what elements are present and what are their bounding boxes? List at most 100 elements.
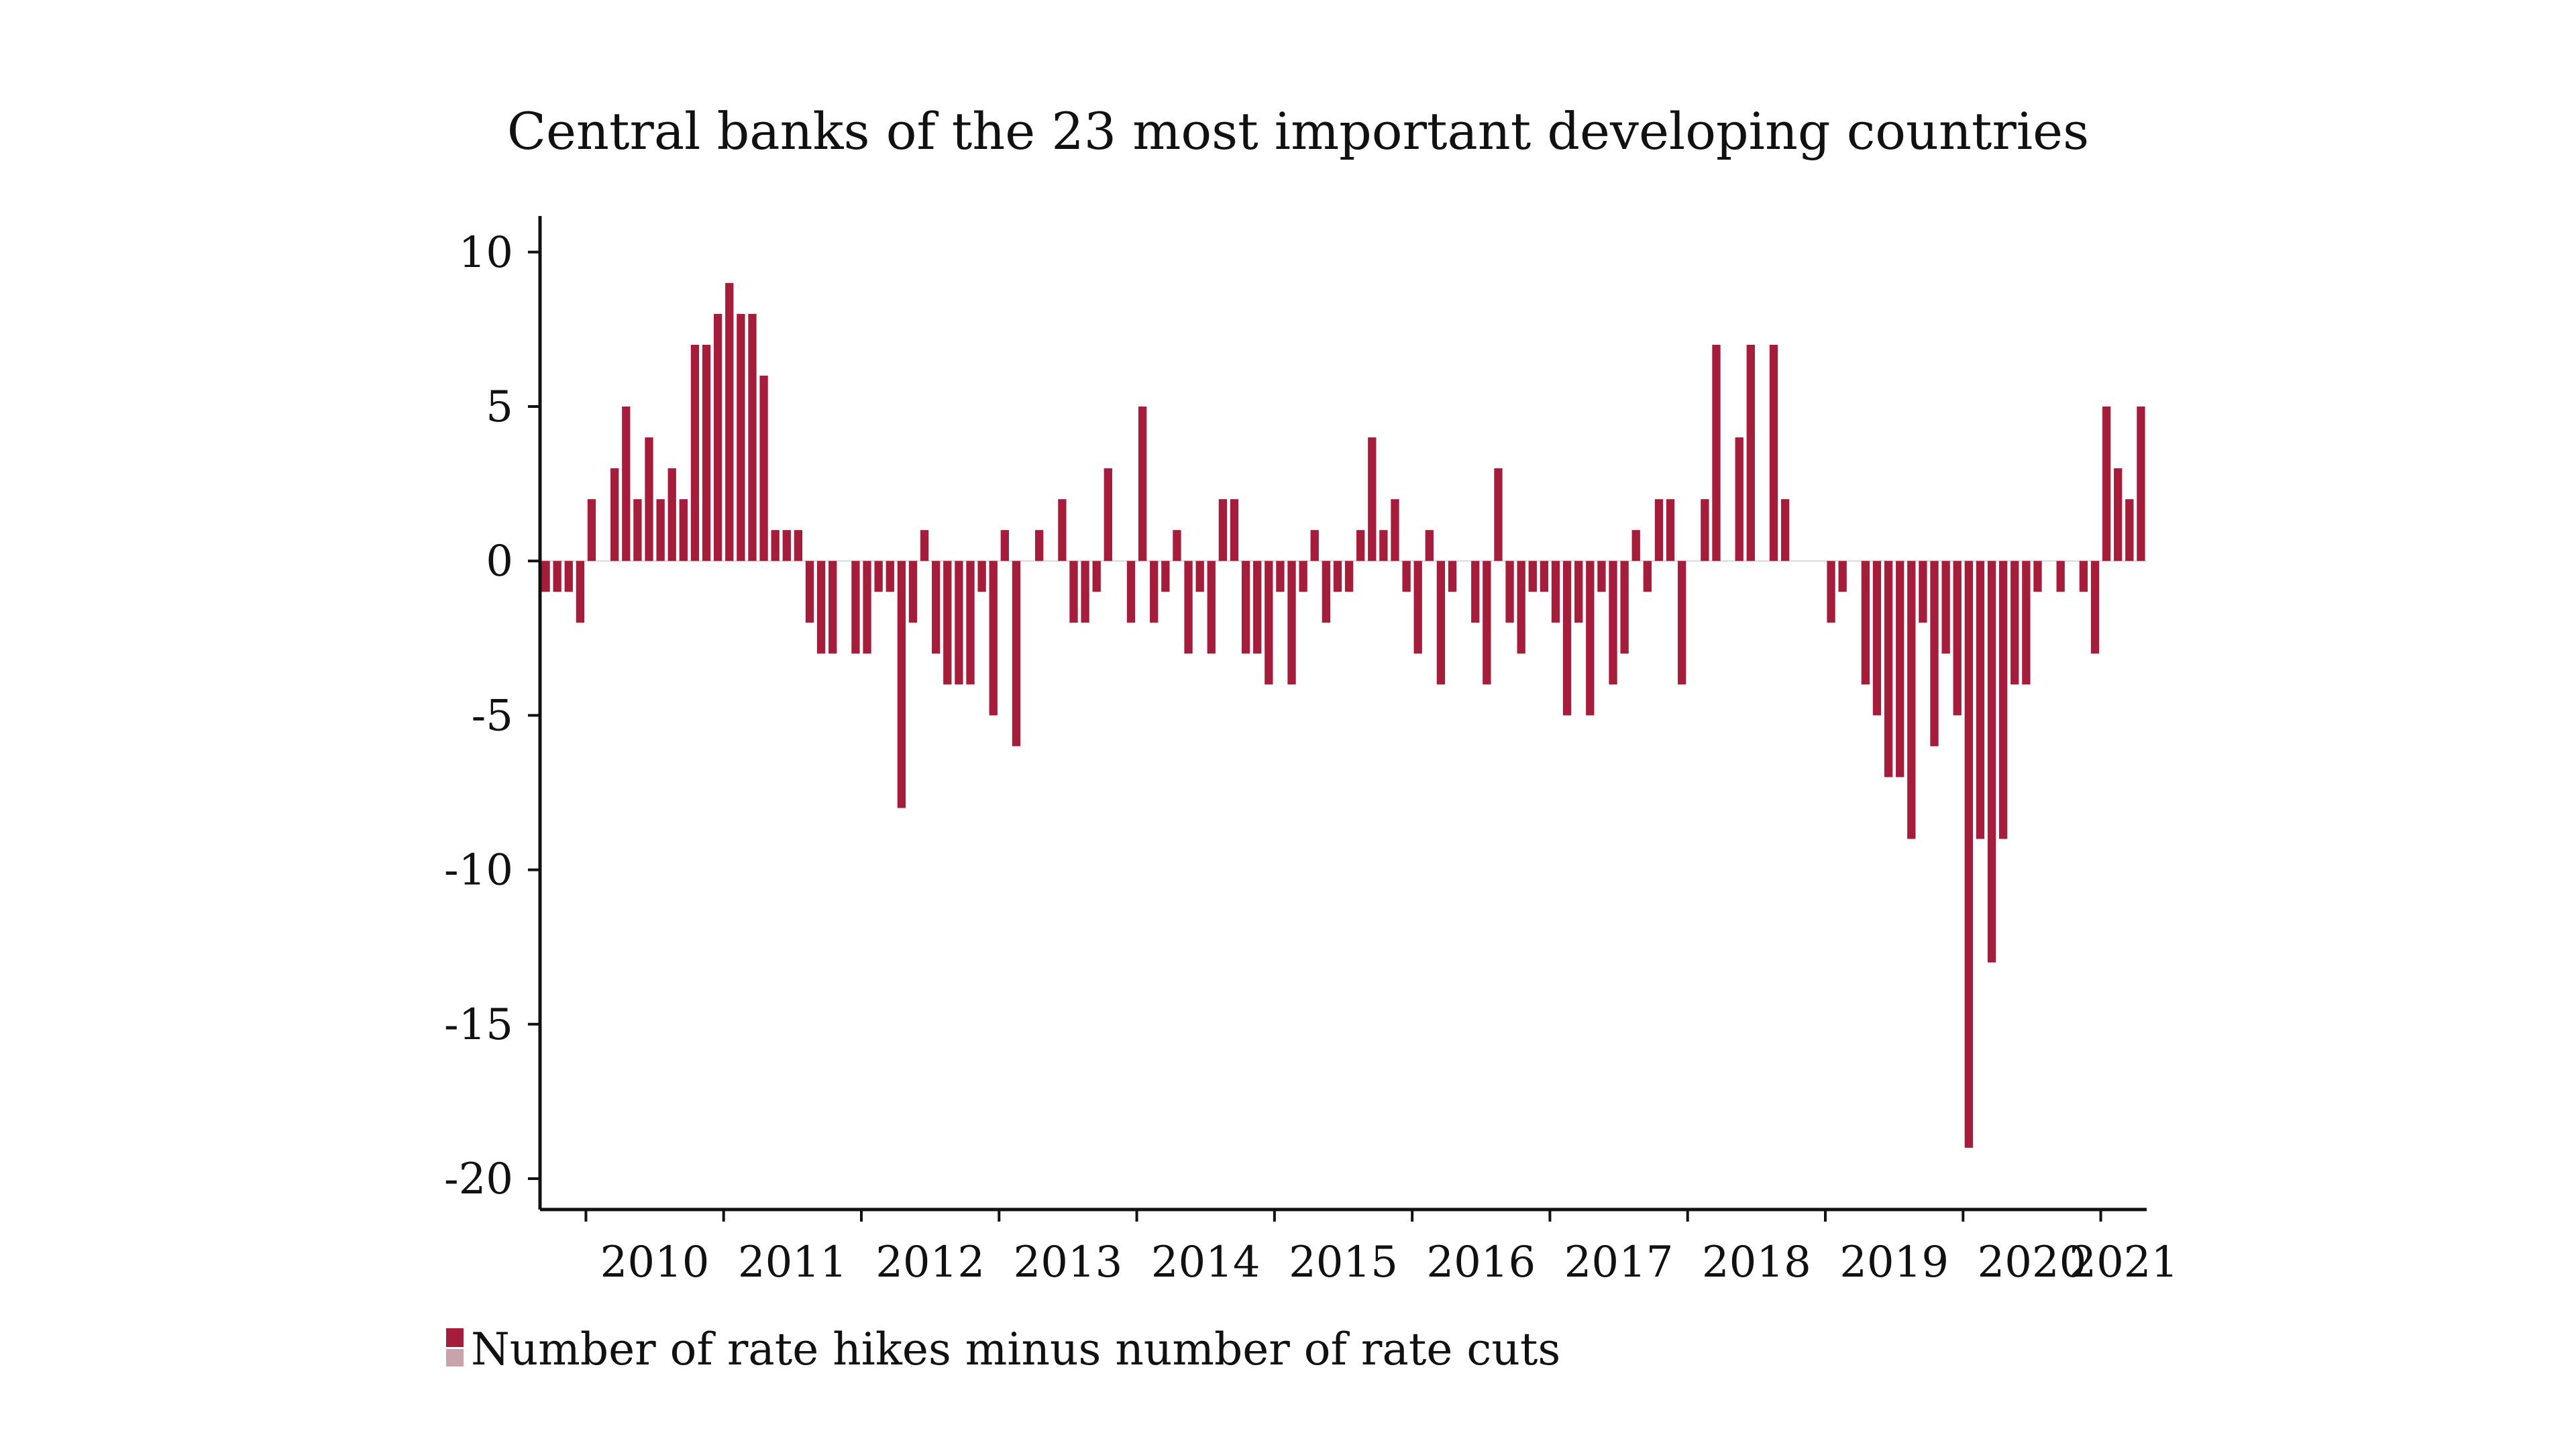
- bar: [656, 499, 665, 561]
- x-tick-label: 2014: [1151, 1238, 1260, 1287]
- bar: [874, 561, 883, 592]
- bar: [633, 499, 642, 561]
- bar: [1678, 561, 1686, 685]
- bar: [1344, 561, 1354, 592]
- bar: [2114, 468, 2123, 561]
- legend: Number of rate hikes minus number of rat…: [446, 1324, 1560, 1375]
- bar: [759, 375, 768, 561]
- bar: [1528, 561, 1537, 592]
- bar: [1884, 561, 1893, 777]
- bar: [610, 468, 619, 561]
- x-tick-label: 2019: [1839, 1238, 1949, 1287]
- y-tick-label: 10: [459, 228, 513, 278]
- bar: [2056, 561, 2065, 592]
- bar: [805, 561, 814, 623]
- bar: [2010, 561, 2019, 685]
- bar: [2090, 561, 2100, 654]
- bar: [1643, 561, 1652, 592]
- bar: [1391, 499, 1399, 561]
- bar: [1207, 561, 1216, 654]
- x-tick-label: 2016: [1426, 1238, 1536, 1287]
- legend-swatch: [446, 1328, 464, 1347]
- bar: [1379, 530, 1388, 561]
- bar: [1930, 561, 1939, 747]
- bar: [1069, 561, 1078, 623]
- x-tick-label: 2015: [1289, 1238, 1398, 1287]
- bar: [1483, 561, 1491, 685]
- bar: [1631, 530, 1640, 561]
- bar: [1322, 561, 1330, 623]
- bar: [1126, 561, 1136, 623]
- bar: [1562, 561, 1572, 716]
- bar: [564, 561, 573, 592]
- bar: [1161, 561, 1170, 592]
- bar: [1012, 561, 1021, 747]
- bar: [1218, 499, 1228, 561]
- y-tick-label: 0: [486, 537, 513, 586]
- bar: [725, 282, 734, 561]
- legend-label: Number of rate hikes minus number of rat…: [471, 1324, 1560, 1375]
- x-axis: 2010 2011 2012 2013 2014 2015 2016 2017 2018 2019…: [584, 1210, 2178, 1287]
- bar: [1780, 499, 1790, 561]
- bar: [1425, 530, 1434, 561]
- bar: [908, 561, 918, 623]
- bar: [955, 561, 963, 685]
- x-tick-label: 2020: [1977, 1238, 2086, 1287]
- bar: [2102, 407, 2111, 561]
- bar: [989, 561, 998, 716]
- bar: [1241, 561, 1250, 654]
- bar: [690, 344, 700, 561]
- x-tick-label: 2018: [1702, 1238, 1811, 1287]
- bar: [1035, 530, 1044, 561]
- bar: [1356, 530, 1365, 561]
- bar: [1230, 499, 1239, 561]
- bar: [1517, 561, 1525, 654]
- bar: [1150, 561, 1159, 623]
- bar: [1712, 344, 1721, 561]
- bar: [828, 561, 837, 654]
- bar: [1494, 468, 1503, 561]
- bar: [1184, 561, 1193, 654]
- bar: [1941, 561, 1950, 654]
- y-tick-label: -10: [444, 846, 513, 896]
- bar: [2022, 561, 2031, 685]
- bar: [1505, 561, 1514, 623]
- bar: [1299, 561, 1307, 592]
- bar: [1310, 530, 1319, 561]
- bar: [816, 561, 826, 654]
- bar: [1574, 561, 1583, 623]
- bar: [1287, 561, 1296, 685]
- chart-title: Central banks of the 23 most important d…: [507, 101, 2089, 161]
- bar: [1701, 499, 1709, 561]
- bar: [1735, 437, 1743, 561]
- y-tick-label: 5: [486, 382, 513, 432]
- bar: [1333, 561, 1342, 592]
- y-tick-label: -15: [444, 1000, 513, 1050]
- bar: [1746, 344, 1755, 561]
- bar: [782, 530, 791, 561]
- bar: [1104, 468, 1112, 561]
- bar: [1666, 499, 1675, 561]
- bar: [943, 561, 952, 685]
- bar: [920, 530, 929, 561]
- bar: [2079, 561, 2088, 592]
- bar: [1861, 561, 1870, 685]
- bar: [1620, 561, 1629, 654]
- bar: [1597, 561, 1606, 592]
- bar: [1138, 407, 1147, 561]
- bar: [1253, 561, 1262, 654]
- bar: [1953, 561, 1962, 716]
- bar: [1448, 561, 1457, 592]
- bar: [977, 561, 986, 592]
- x-tick-label: 2011: [738, 1238, 847, 1287]
- bar: [679, 499, 688, 561]
- bar: [1964, 561, 1973, 1148]
- y-axis: 10 5 0 -5 -10 -15 -20: [444, 228, 540, 1204]
- bar: [966, 561, 975, 685]
- bar: [1265, 561, 1273, 685]
- bar: [1413, 561, 1422, 654]
- bar: [1976, 561, 1985, 839]
- bar: [897, 561, 906, 808]
- bar: [622, 407, 631, 561]
